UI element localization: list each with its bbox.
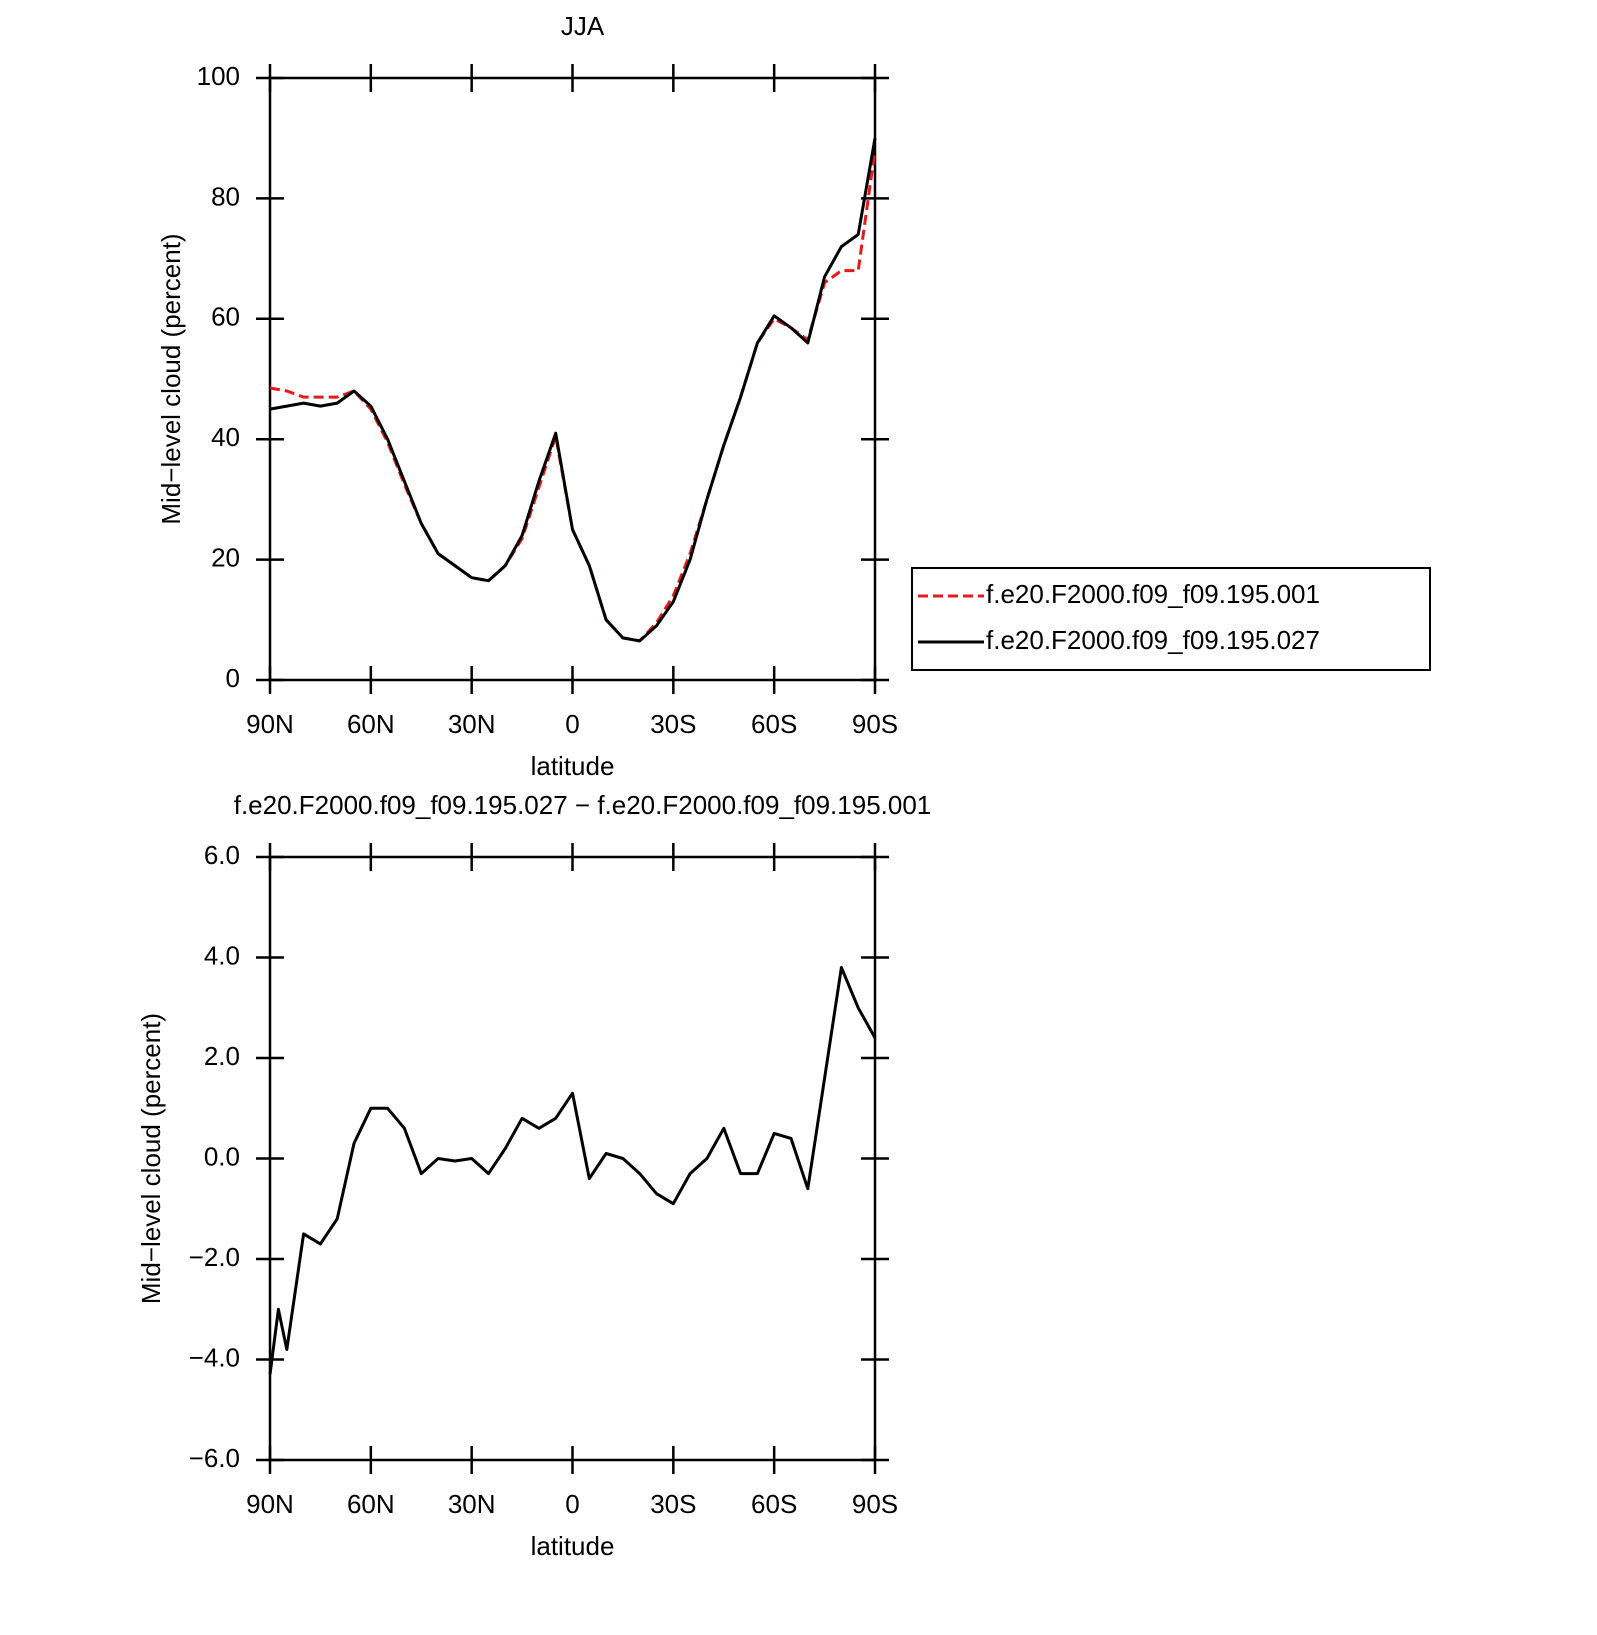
y-tick-label: 40 bbox=[211, 422, 240, 452]
x-tick-label: 90S bbox=[852, 709, 898, 739]
y-tick-label: 100 bbox=[197, 61, 240, 91]
x-tick-label: 0 bbox=[565, 709, 579, 739]
x-tick-label: 90S bbox=[852, 1489, 898, 1519]
y-tick-label: 80 bbox=[211, 181, 240, 211]
chart-title: JJA bbox=[561, 11, 605, 41]
legend-box bbox=[911, 567, 1431, 671]
x-tick-label: 90N bbox=[246, 1489, 294, 1519]
y-tick-label: 20 bbox=[211, 542, 240, 572]
x-tick-label: 90N bbox=[246, 709, 294, 739]
legend-label: f.e20.F2000.f09_f09.195.027 bbox=[986, 625, 1320, 655]
y-tick-label: 4.0 bbox=[204, 940, 240, 970]
y-tick-label: 0 bbox=[226, 663, 240, 693]
y-tick-label: 60 bbox=[211, 302, 240, 332]
y-axis-label: Mid−level cloud (percent) bbox=[136, 1013, 166, 1304]
y-tick-label: 0.0 bbox=[204, 1141, 240, 1171]
x-axis-label: latitude bbox=[531, 1531, 615, 1561]
data-line bbox=[268, 966, 877, 1375]
x-tick-label: 60S bbox=[751, 709, 797, 739]
x-tick-label: 0 bbox=[565, 1489, 579, 1519]
x-tick-label: 60N bbox=[347, 709, 395, 739]
y-tick-label: 6.0 bbox=[204, 840, 240, 870]
x-tick-label: 30N bbox=[448, 709, 496, 739]
x-tick-label: 30S bbox=[650, 1489, 696, 1519]
plot-frame bbox=[268, 76, 877, 682]
legend-label: f.e20.F2000.f09_f09.195.001 bbox=[986, 579, 1320, 609]
x-tick-label: 60N bbox=[347, 1489, 395, 1519]
x-axis-label: latitude bbox=[531, 751, 615, 781]
y-tick-label: 2.0 bbox=[204, 1041, 240, 1071]
x-tick-label: 30N bbox=[448, 1489, 496, 1519]
chart-title: f.e20.F2000.f09_f09.195.027 − f.e20.F200… bbox=[234, 790, 932, 820]
y-tick-label: −2.0 bbox=[189, 1242, 240, 1272]
x-tick-label: 60S bbox=[751, 1489, 797, 1519]
y-tick-label: −4.0 bbox=[189, 1342, 240, 1372]
plot-frame bbox=[268, 855, 877, 1462]
y-axis-label: Mid−level cloud (percent) bbox=[156, 233, 186, 524]
x-tick-label: 30S bbox=[650, 709, 696, 739]
data-line bbox=[269, 137, 877, 643]
y-tick-label: −6.0 bbox=[189, 1443, 240, 1473]
